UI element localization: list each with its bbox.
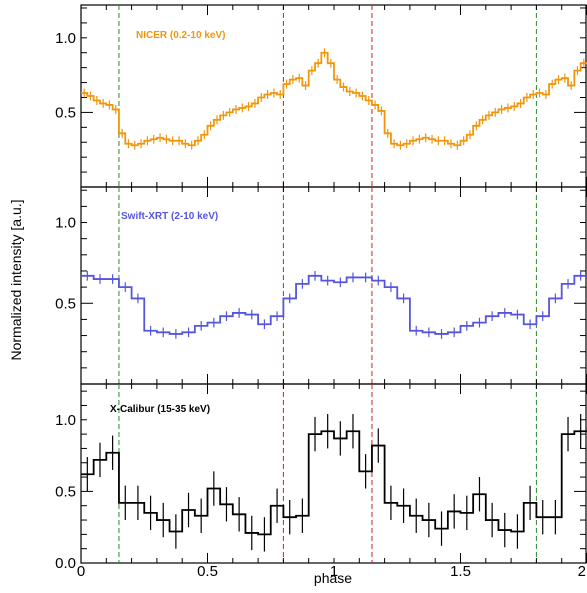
y-tick-label: 1.0 xyxy=(55,30,76,47)
panel-3: 1.0 0.5 0.0 X-Calibur (15-35 keV) xyxy=(55,383,587,572)
x-tick-label: 0 xyxy=(77,563,85,580)
y-tick-label: 1.0 xyxy=(55,412,76,429)
series-label: X-Calibur (15-35 keV) xyxy=(110,404,210,415)
panel-2: 1.0 0.5 Swift-XRT (2-10 keV) xyxy=(55,186,587,385)
y-axis-title: Normalized intensity [a.u.] xyxy=(8,199,24,360)
x-tick-label: 2 xyxy=(578,563,586,580)
series-step-line xyxy=(81,430,587,536)
x-tick-label: 0.5 xyxy=(197,563,218,580)
y-tick-label: 0.0 xyxy=(55,555,76,572)
y-tick-label: 0.5 xyxy=(55,483,76,500)
y-tick-label: 0.5 xyxy=(55,295,76,312)
y-tick-label: 0.5 xyxy=(55,104,76,121)
series-label: Swift-XRT (2-10 keV) xyxy=(121,211,218,222)
series-step-line xyxy=(81,51,587,147)
x-tick-label: 1 xyxy=(330,563,338,580)
panels-layer: 1.0 0.5 NICER (0.2-10 keV) 1.0 0.5 Swift-XRT … xyxy=(55,4,587,572)
x-axis-title: phase xyxy=(314,570,352,586)
series-label: NICER (0.2-10 keV) xyxy=(136,30,225,41)
x-tick-labels: 0 0.5 1 1.5 2 xyxy=(77,563,586,580)
panel-1: 1.0 0.5 NICER (0.2-10 keV) xyxy=(55,4,587,188)
y-tick-label: 1.0 xyxy=(55,215,76,232)
x-tick-label: 1.5 xyxy=(450,563,471,580)
series-step-line xyxy=(81,274,587,335)
